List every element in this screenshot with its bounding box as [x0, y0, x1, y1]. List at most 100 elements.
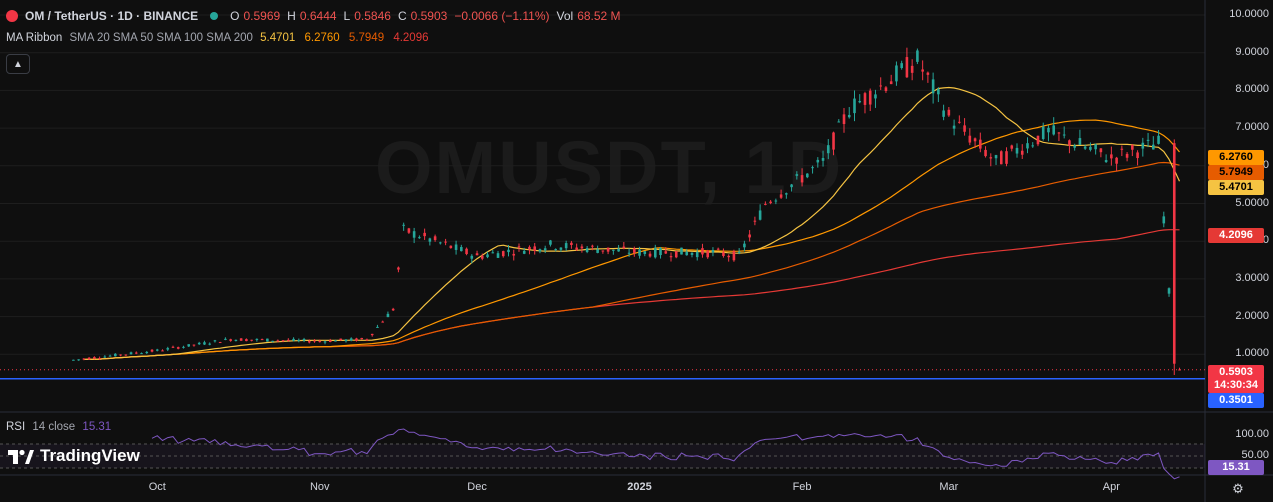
- candle-body: [585, 248, 589, 253]
- candle-body: [313, 340, 316, 342]
- candle-body: [239, 338, 243, 341]
- brand-name: TradingView: [40, 446, 140, 465]
- candle-body: [680, 247, 683, 255]
- tradingview-logo[interactable]: TradingView: [8, 446, 140, 466]
- candle-body: [507, 249, 510, 253]
- candle-body: [874, 94, 877, 99]
- candle-body: [722, 252, 725, 256]
- candle-body: [93, 357, 96, 359]
- symbol-title[interactable]: OM / TetherUS · 1D · BINANCE: [25, 9, 199, 23]
- candle-body: [465, 248, 468, 255]
- sma200-line: [83, 229, 1180, 360]
- candle-body: [1068, 140, 1071, 146]
- candle-body: [931, 79, 935, 94]
- sma20-value: 5.4701: [260, 32, 296, 44]
- candle-body: [575, 247, 578, 250]
- candle-body: [1089, 146, 1092, 150]
- candle-body: [444, 241, 447, 243]
- candle-body: [407, 228, 411, 233]
- indicator-params: SMA 20 SMA 50 SMA 100 SMA 200: [69, 32, 253, 44]
- candle-body: [973, 138, 977, 142]
- price-tick-label: 1.0000: [1235, 347, 1269, 360]
- candle-body: [884, 87, 888, 92]
- candle-body: [947, 109, 951, 116]
- price-tick-label: 5.0000: [1235, 196, 1269, 209]
- candle-body: [1162, 216, 1166, 224]
- candle-body: [549, 240, 552, 245]
- candle-body: [72, 359, 75, 361]
- candle-body: [753, 220, 757, 222]
- candle-body: [344, 339, 348, 342]
- candle-body: [1052, 125, 1056, 135]
- candle-body: [82, 358, 86, 360]
- candle-body: [480, 255, 484, 259]
- sma200-price-tag: 4.2096: [1208, 228, 1264, 243]
- candle-body: [1094, 144, 1097, 150]
- candle-body: [826, 145, 830, 154]
- candle-body: [454, 244, 458, 250]
- candle-body: [145, 351, 149, 354]
- time-tick-label: 2025: [627, 481, 652, 493]
- candle-body: [302, 339, 306, 341]
- candle-body: [664, 251, 668, 254]
- candle-body: [748, 234, 751, 238]
- rsi-legend[interactable]: RSI 14 close 15.31: [6, 421, 111, 433]
- low-label: L: [343, 9, 351, 23]
- candle-body: [868, 90, 872, 105]
- candle-body: [433, 236, 437, 241]
- candle-body: [832, 132, 835, 150]
- candle-body: [674, 251, 678, 258]
- time-tick-label: Apr: [1102, 481, 1120, 493]
- candle-body: [1036, 135, 1040, 145]
- candle-body: [297, 339, 301, 341]
- candle-body: [119, 354, 122, 356]
- time-tick-label: Oct: [148, 481, 166, 493]
- candle-body: [318, 341, 322, 343]
- bar-countdown-tag: 14:30:34: [1208, 378, 1264, 393]
- gear-icon[interactable]: ⚙: [1232, 481, 1244, 496]
- candle-body: [386, 313, 390, 318]
- candle-body: [737, 251, 741, 254]
- candle-body: [1073, 145, 1076, 148]
- candle-body: [234, 339, 238, 341]
- rsi-line: [151, 428, 1180, 480]
- candle-body: [418, 237, 421, 239]
- candle-body: [439, 242, 442, 244]
- candle-body: [517, 246, 521, 248]
- candle-body: [989, 157, 993, 159]
- candle-body: [208, 343, 211, 345]
- candle-body: [98, 357, 101, 359]
- candle-body: [150, 349, 154, 352]
- candle-body: [895, 65, 898, 82]
- candle-body: [192, 344, 196, 346]
- candle-body: [538, 249, 542, 252]
- candle-body: [486, 254, 489, 258]
- candle-body: [627, 252, 631, 254]
- candle-body: [1157, 135, 1160, 144]
- candle-body: [428, 238, 432, 242]
- candle-body: [732, 251, 736, 261]
- candle-body: [816, 159, 820, 163]
- candle-body: [606, 247, 610, 252]
- time-tick-label: Feb: [792, 481, 812, 493]
- candle-body: [979, 139, 982, 149]
- candle-body: [1078, 138, 1082, 145]
- candle-body: [853, 98, 856, 114]
- candle-body: [633, 248, 636, 253]
- indicator-name[interactable]: MA Ribbon: [6, 32, 63, 44]
- collapse-legend-button[interactable]: ▲: [6, 54, 30, 74]
- candle-body: [108, 355, 112, 357]
- rsi-name[interactable]: RSI: [6, 421, 26, 433]
- candle-body: [475, 253, 479, 256]
- candle-body: [323, 341, 327, 343]
- volume-value: 68.52 M: [577, 9, 621, 23]
- rsi-tick-label: 100.00: [1235, 428, 1269, 440]
- candle-body: [496, 253, 500, 258]
- candle-body: [307, 341, 311, 343]
- price-tick-label: 8.0000: [1235, 83, 1269, 96]
- candle-body: [790, 184, 793, 188]
- candle-body: [197, 342, 201, 345]
- ma-ribbon-legend[interactable]: MA Ribbon SMA 20 SMA 50 SMA 100 SMA 200 …: [6, 32, 435, 44]
